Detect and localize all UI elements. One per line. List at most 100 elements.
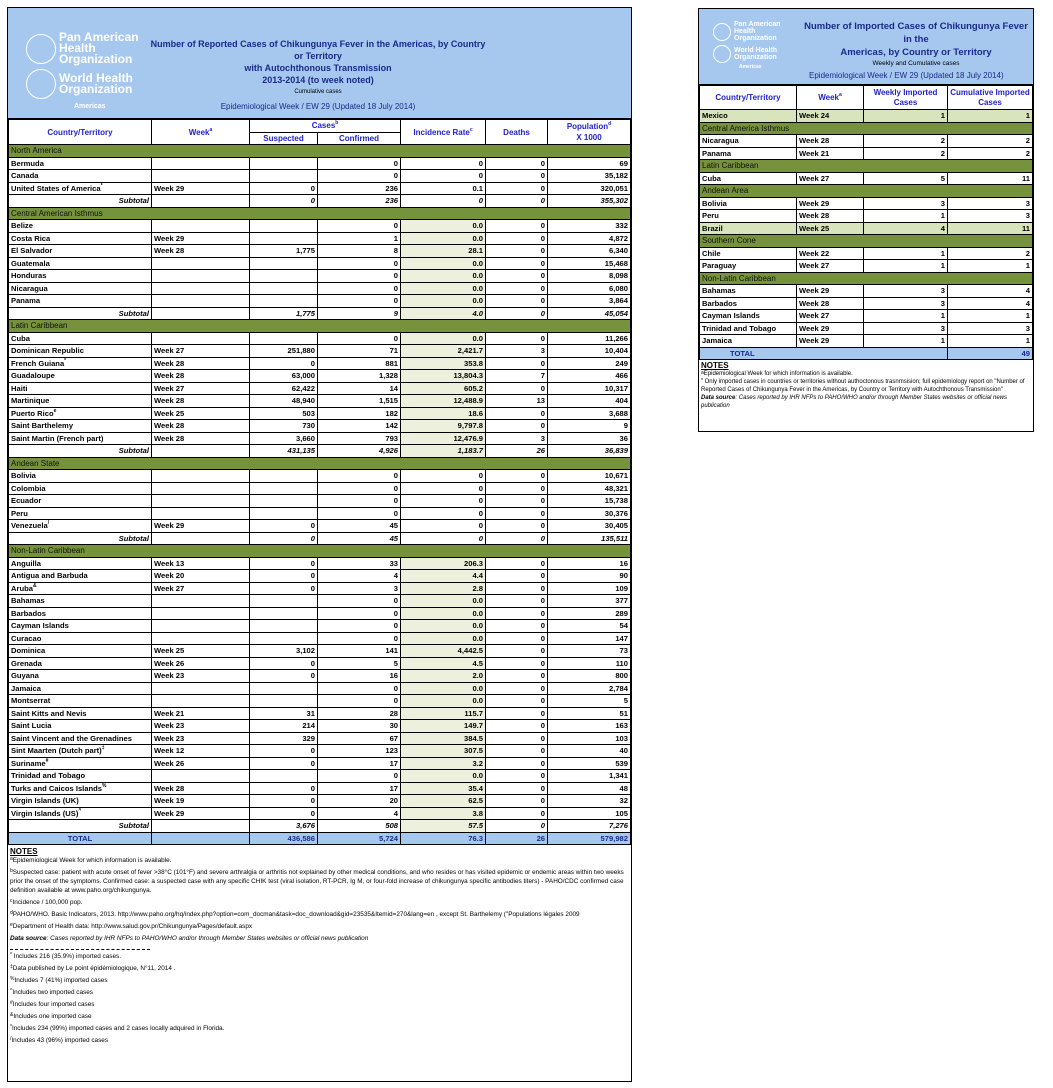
week-cell: Week 27 bbox=[796, 259, 864, 273]
cumulative-cell: 4 bbox=[947, 284, 1033, 298]
confirmed-cell: 5 bbox=[316, 656, 402, 670]
population-cell: 147 bbox=[547, 631, 631, 645]
subtotal-cell: 45,054 bbox=[547, 306, 631, 320]
deaths-cell: 0 bbox=[485, 269, 549, 283]
table-row: Virgin Islands (US)^ Week 29 0 4 3.8 0 105 bbox=[8, 806, 631, 820]
suspected-cell: 0 bbox=[249, 569, 318, 583]
week-cell: Week 27 bbox=[796, 171, 864, 185]
footnote-mark: / bbox=[47, 520, 50, 527]
week-cell bbox=[151, 494, 250, 508]
confirmed-cell: 0 bbox=[316, 269, 402, 283]
suspected-cell bbox=[249, 219, 318, 233]
incidence-cell: 0.0 bbox=[400, 694, 487, 708]
population-cell: 10,404 bbox=[547, 344, 631, 358]
total-cell: TOTAL bbox=[8, 831, 152, 845]
population-cell: 90 bbox=[547, 569, 631, 583]
table-row: Anguilla Week 13 0 33 206.3 0 16 bbox=[8, 556, 631, 570]
confirmed-cell: 30 bbox=[316, 719, 402, 733]
table-row: Panama Week 21 2 2 bbox=[699, 146, 1033, 160]
country-cell: Montserrat bbox=[8, 694, 152, 708]
footnote-mark: * bbox=[100, 182, 103, 189]
note-text: Includes 43 (96%) imported cases bbox=[11, 1037, 109, 1044]
subtotal-cell: 3,676 bbox=[249, 819, 318, 833]
suspected-cell: 63,000 bbox=[249, 369, 318, 383]
weekly-cell: 3 bbox=[863, 296, 948, 310]
table-row: Peru 0 0 0 30,376 bbox=[8, 506, 631, 520]
country-name: Saint Lucia bbox=[11, 721, 52, 731]
footnote-mark: # bbox=[45, 757, 49, 764]
country-cell: Puerto Ricoe bbox=[8, 406, 152, 420]
country-cell: French Guiana* bbox=[8, 356, 152, 370]
week-cell: Week 28 bbox=[796, 296, 864, 310]
subtotal-cell: 0 bbox=[485, 531, 549, 545]
week-cell bbox=[151, 681, 250, 695]
country-name: Sint Maarten (Dutch part) bbox=[11, 746, 102, 756]
population-cell: 40 bbox=[547, 744, 631, 758]
subtotal-cell: 236 bbox=[316, 194, 402, 208]
cumulative-cell: 3 bbox=[947, 321, 1033, 335]
table-row: Dominica Week 25 3,102 141 4,442.5 0 73 bbox=[8, 644, 631, 658]
confirmed-cell: 0 bbox=[316, 631, 402, 645]
cumulative-cell: 3 bbox=[947, 196, 1033, 210]
incidence-cell: 4,442.5 bbox=[400, 644, 487, 658]
incidence-cell: 0.0 bbox=[400, 769, 487, 783]
subtotal-cell: Subtotal bbox=[8, 444, 152, 458]
col-population: Populationd X 1000 bbox=[547, 119, 631, 145]
confirmed-cell: 14 bbox=[316, 381, 402, 395]
country-cell: Jamaica bbox=[8, 681, 152, 695]
incidence-cell: 0 bbox=[400, 519, 487, 533]
col-incidence: Incidence Ratec bbox=[400, 119, 487, 145]
col-cases: Casesb bbox=[248, 119, 402, 133]
country-cell: Dominica bbox=[8, 644, 152, 658]
population-cell: 48,321 bbox=[547, 481, 631, 495]
country-cell: Cayman Islands bbox=[8, 619, 152, 633]
country-name: Peru bbox=[11, 508, 28, 518]
confirmed-cell: 28 bbox=[316, 706, 402, 720]
suspected-cell: 0 bbox=[249, 806, 318, 820]
note-text: Includes 216 (35.9%) imported cases. bbox=[11, 953, 122, 960]
cumulative-cell: 4 bbox=[947, 296, 1033, 310]
country-cell: Cuba bbox=[8, 331, 152, 345]
country-name: Nicaragua bbox=[11, 283, 48, 293]
weekly-cell: 1 bbox=[863, 109, 948, 123]
table-row: Cuba 0 0.0 0 11,266 bbox=[8, 331, 631, 345]
confirmed-cell: 3 bbox=[316, 581, 402, 595]
suspected-cell: 62,422 bbox=[249, 381, 318, 395]
note-item: aEpidemiological Week for which informat… bbox=[10, 856, 629, 865]
title-line: Number of Imported Cases of Chikungunya … bbox=[804, 21, 1028, 45]
table-row: Paraguay Week 27 1 1 bbox=[699, 259, 1033, 273]
incidence-cell: 0.0 bbox=[400, 631, 487, 645]
confirmed-cell: 0 bbox=[316, 769, 402, 783]
subtotal-cell: 57.5 bbox=[400, 819, 487, 833]
deaths-cell: 0 bbox=[485, 781, 549, 795]
table-row: Honduras 0 0.0 0 8,098 bbox=[8, 269, 631, 283]
country-name: Montserrat bbox=[11, 696, 51, 706]
population-cell: 404 bbox=[547, 394, 631, 408]
subtotal-cell: 0 bbox=[249, 531, 318, 545]
table-row: Suriname# Week 26 0 17 3.2 0 539 bbox=[8, 756, 631, 770]
deaths-cell: 0 bbox=[485, 706, 549, 720]
logo-text: Organization bbox=[734, 54, 777, 61]
country-name: Cayman Islands bbox=[11, 621, 69, 631]
country-name: Virgin Islands (UK) bbox=[11, 796, 79, 806]
incidence-cell: 0 bbox=[400, 494, 487, 508]
note-mark: ^ bbox=[10, 988, 13, 994]
suspected-cell: 251,880 bbox=[249, 344, 318, 358]
divider bbox=[10, 949, 150, 950]
incidence-cell: 28.1 bbox=[400, 244, 487, 258]
table-row: Puerto Ricoe Week 25 503 182 18.6 0 3,688 bbox=[8, 406, 631, 420]
table-row: Bahamas Week 29 3 4 bbox=[699, 284, 1033, 298]
confirmed-cell: 0 bbox=[316, 256, 402, 270]
subtotal-cell: 0 bbox=[485, 819, 549, 833]
deaths-cell: 0 bbox=[485, 281, 549, 295]
note-item: dPAHO/WHO. Basic Indicators, 2013. http:… bbox=[10, 910, 629, 919]
country-cell: Costa Rica bbox=[8, 231, 152, 245]
week-cell bbox=[151, 769, 250, 783]
imported-title: Number of Imported Cases of Chikungunya … bbox=[799, 20, 1033, 69]
country-cell: Bolivia bbox=[699, 196, 797, 210]
country-cell: Jamaica bbox=[699, 334, 797, 348]
total-cell: 26 bbox=[485, 831, 549, 845]
section-header: Non-Latin Caribbean bbox=[699, 271, 1033, 285]
subtotal-cell: 45 bbox=[316, 531, 402, 545]
incidence-cell: 2.0 bbox=[400, 669, 487, 683]
